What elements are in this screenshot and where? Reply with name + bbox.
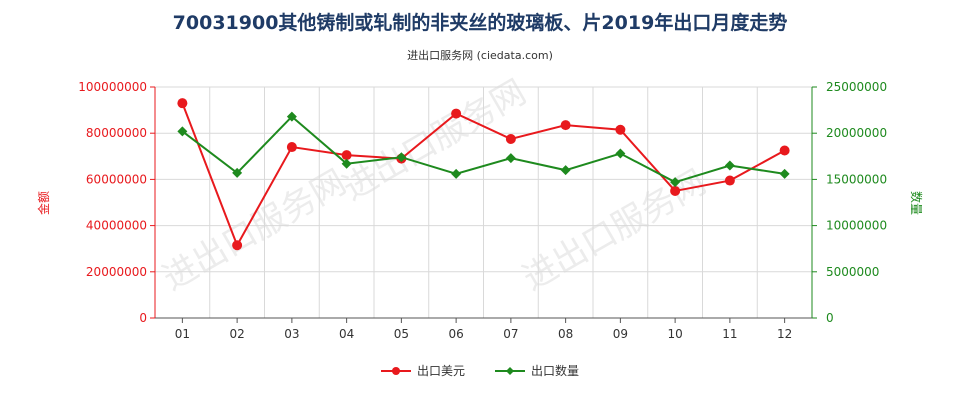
series-line-1 bbox=[181, 102, 786, 248]
quantity-point bbox=[724, 160, 735, 171]
right-tick-label: 20000000 bbox=[826, 126, 887, 140]
amount-point bbox=[451, 108, 462, 119]
watermark-text: 进出口服务网 bbox=[156, 162, 353, 299]
right-tick-label: 0 bbox=[826, 311, 834, 325]
legend-label: 出口数量 bbox=[531, 364, 580, 378]
amount-point bbox=[615, 124, 626, 135]
amount-point bbox=[560, 120, 571, 131]
right-tick-label: 15000000 bbox=[826, 172, 887, 186]
quantity-point bbox=[670, 177, 681, 188]
right-tick-label: 5000000 bbox=[826, 265, 879, 279]
chart-subtitle: 进出口服务网 (ciedata.com) bbox=[407, 49, 553, 62]
left-axis-title: 金额 bbox=[36, 191, 51, 215]
left-tick-label: 40000000 bbox=[86, 219, 147, 233]
left-tick-label: 60000000 bbox=[86, 172, 147, 186]
x-tick-label: 04 bbox=[339, 327, 354, 341]
quantity-point bbox=[505, 153, 516, 164]
quantity-point bbox=[615, 148, 626, 159]
x-tick-label: 02 bbox=[229, 327, 244, 341]
amount-point bbox=[341, 150, 352, 161]
x-tick-label: 05 bbox=[394, 327, 409, 341]
amount-point bbox=[286, 142, 297, 153]
quantity-point bbox=[451, 168, 462, 179]
legend-label: 出口美元 bbox=[416, 364, 465, 378]
left-tick-label: 100000000 bbox=[78, 80, 147, 94]
watermark-text: 进出口服务网 bbox=[336, 72, 533, 209]
quantity-point bbox=[396, 152, 407, 163]
left-tick-label: 80000000 bbox=[86, 126, 147, 140]
legend-line-circle-icon bbox=[380, 366, 411, 375]
right-axis-title: 数量 bbox=[909, 191, 924, 215]
legend-item[interactable]: 出口数量 bbox=[495, 362, 579, 379]
quantity-point bbox=[341, 158, 352, 169]
x-tick-label: 10 bbox=[667, 327, 682, 341]
amount-point bbox=[232, 240, 243, 251]
legend-item[interactable]: 出口美元 bbox=[380, 362, 465, 379]
x-tick-label: 08 bbox=[558, 327, 573, 341]
watermark-text: 进出口服务网 bbox=[516, 162, 713, 299]
quantity-point bbox=[286, 111, 297, 122]
legend-line-diamond-icon bbox=[495, 366, 525, 375]
x-tick-label: 12 bbox=[777, 327, 792, 341]
x-tick-label: 09 bbox=[613, 327, 628, 341]
amount-point bbox=[779, 145, 790, 156]
x-tick-label: 01 bbox=[175, 327, 190, 341]
series-line-2 bbox=[181, 115, 785, 184]
amount-point bbox=[724, 175, 735, 186]
right-tick-label: 25000000 bbox=[826, 80, 887, 94]
left-tick-label: 20000000 bbox=[86, 265, 147, 279]
quantity-point bbox=[232, 167, 243, 178]
right-tick-label: 10000000 bbox=[826, 219, 887, 233]
x-tick-label: 11 bbox=[722, 327, 737, 341]
quantity-point bbox=[779, 168, 790, 179]
x-tick-label: 06 bbox=[448, 327, 463, 341]
x-tick-label: 07 bbox=[503, 327, 518, 341]
chart-title: 70031900其他铸制或轧制的非夹丝的玻璃板、片2019年出口月度走势 bbox=[172, 12, 788, 34]
amount-point bbox=[177, 98, 188, 109]
x-tick-label: 03 bbox=[284, 327, 299, 341]
amount-point bbox=[505, 133, 516, 144]
quantity-point bbox=[177, 126, 188, 137]
quantity-point bbox=[560, 165, 571, 176]
amount-point bbox=[670, 185, 681, 196]
left-tick-label: 0 bbox=[139, 311, 147, 325]
legend: 出口美元 出口数量 bbox=[0, 362, 960, 379]
